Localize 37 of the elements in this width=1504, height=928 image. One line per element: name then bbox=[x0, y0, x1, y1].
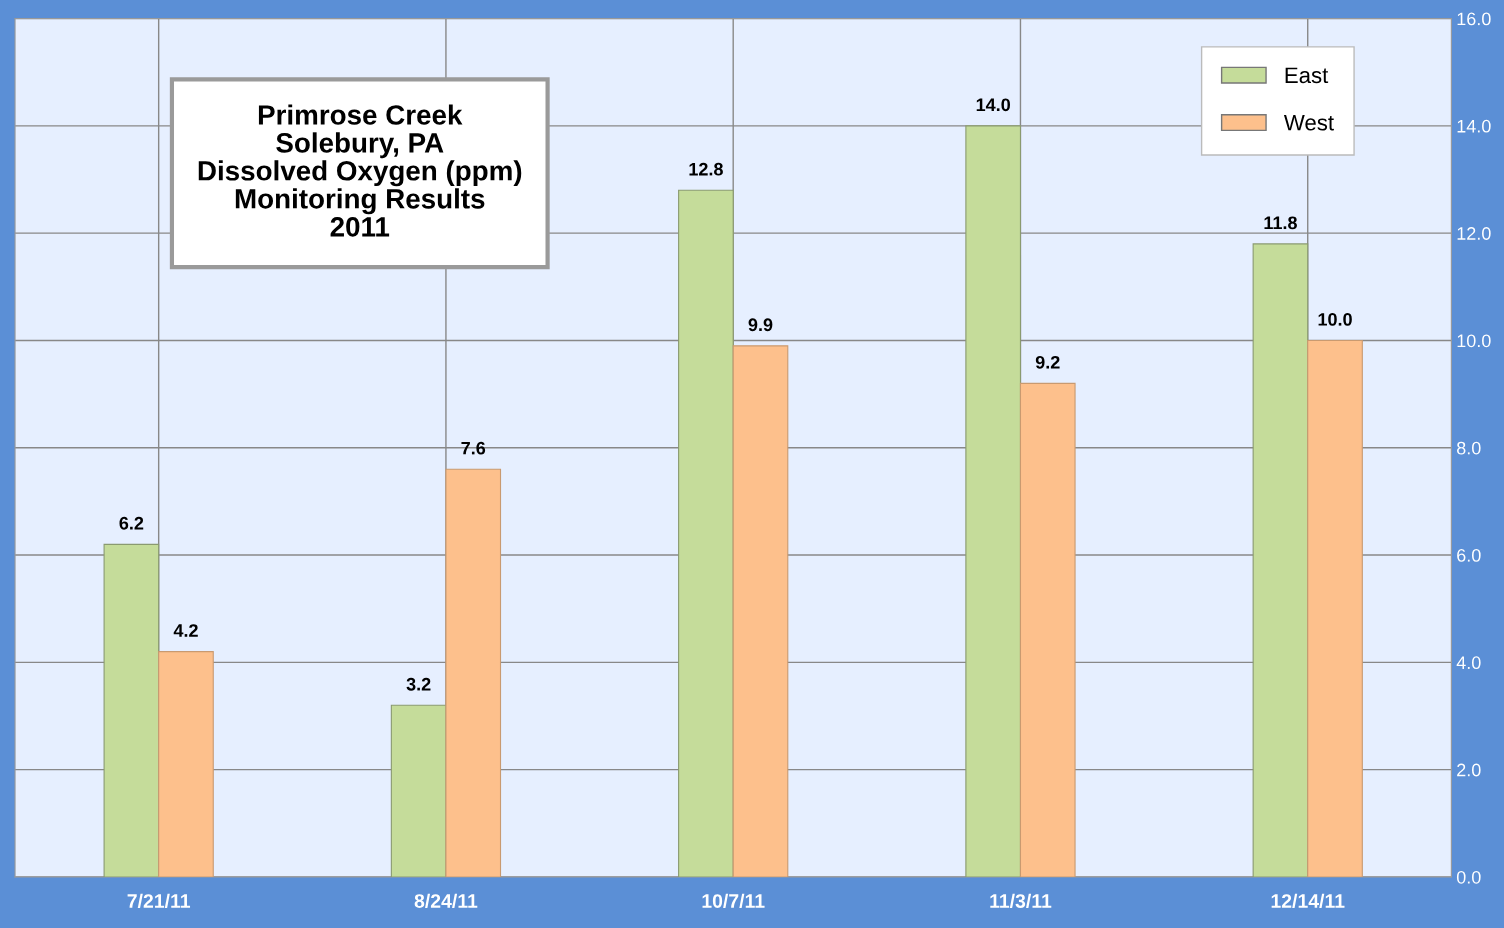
x-tick-label: 8/24/11 bbox=[414, 893, 478, 909]
data-label: 4.2 bbox=[173, 624, 198, 637]
y-tick-label: 4.0 bbox=[1456, 656, 1481, 670]
x-tick-label: 10/7/11 bbox=[702, 893, 765, 909]
y-tick-label: 16.0 bbox=[1457, 12, 1491, 26]
x-tick-label: 7/21/11 bbox=[127, 893, 191, 909]
y-tick-label: 12.0 bbox=[1457, 227, 1491, 240]
data-label: 7.6 bbox=[461, 441, 486, 455]
data-label: 12.8 bbox=[689, 162, 723, 176]
data-label: 11.8 bbox=[1264, 216, 1297, 230]
bar bbox=[445, 468, 502, 877]
data-label: 10.0 bbox=[1318, 312, 1352, 326]
bar bbox=[1252, 243, 1309, 877]
y-tick-label: 10.0 bbox=[1457, 334, 1491, 348]
y-tick-label: 14.0 bbox=[1457, 119, 1491, 133]
bar bbox=[158, 651, 214, 877]
y-tick-label: 8.0 bbox=[1457, 441, 1481, 455]
bar bbox=[678, 189, 734, 877]
bar bbox=[390, 704, 447, 877]
data-label: 9.9 bbox=[748, 318, 773, 332]
y-tick-label: 2.0 bbox=[1457, 763, 1481, 777]
x-tick-label: 11/3/11 bbox=[990, 893, 1052, 909]
text: Primrose Creek Solebury, PA Dissolved Oxygen (ppm) Monitoring Results 2011 bbox=[198, 104, 522, 237]
data-label: 14.0 bbox=[976, 98, 1011, 112]
bar bbox=[965, 125, 1022, 877]
bar bbox=[1307, 339, 1363, 877]
legend-label: West bbox=[1283, 115, 1334, 131]
bar bbox=[103, 543, 160, 877]
bar bbox=[1019, 382, 1076, 877]
data-label: 9.2 bbox=[1035, 355, 1060, 369]
data-label: 3.2 bbox=[406, 677, 431, 691]
legend-label: East bbox=[1285, 67, 1329, 84]
y-tick-label: 6.0 bbox=[1457, 548, 1481, 562]
bar bbox=[732, 345, 789, 877]
data-label: 6.2 bbox=[119, 516, 144, 530]
x-tick-label: 12/14/11 bbox=[1271, 893, 1345, 909]
y-tick-label: 0.0 bbox=[1456, 870, 1481, 884]
